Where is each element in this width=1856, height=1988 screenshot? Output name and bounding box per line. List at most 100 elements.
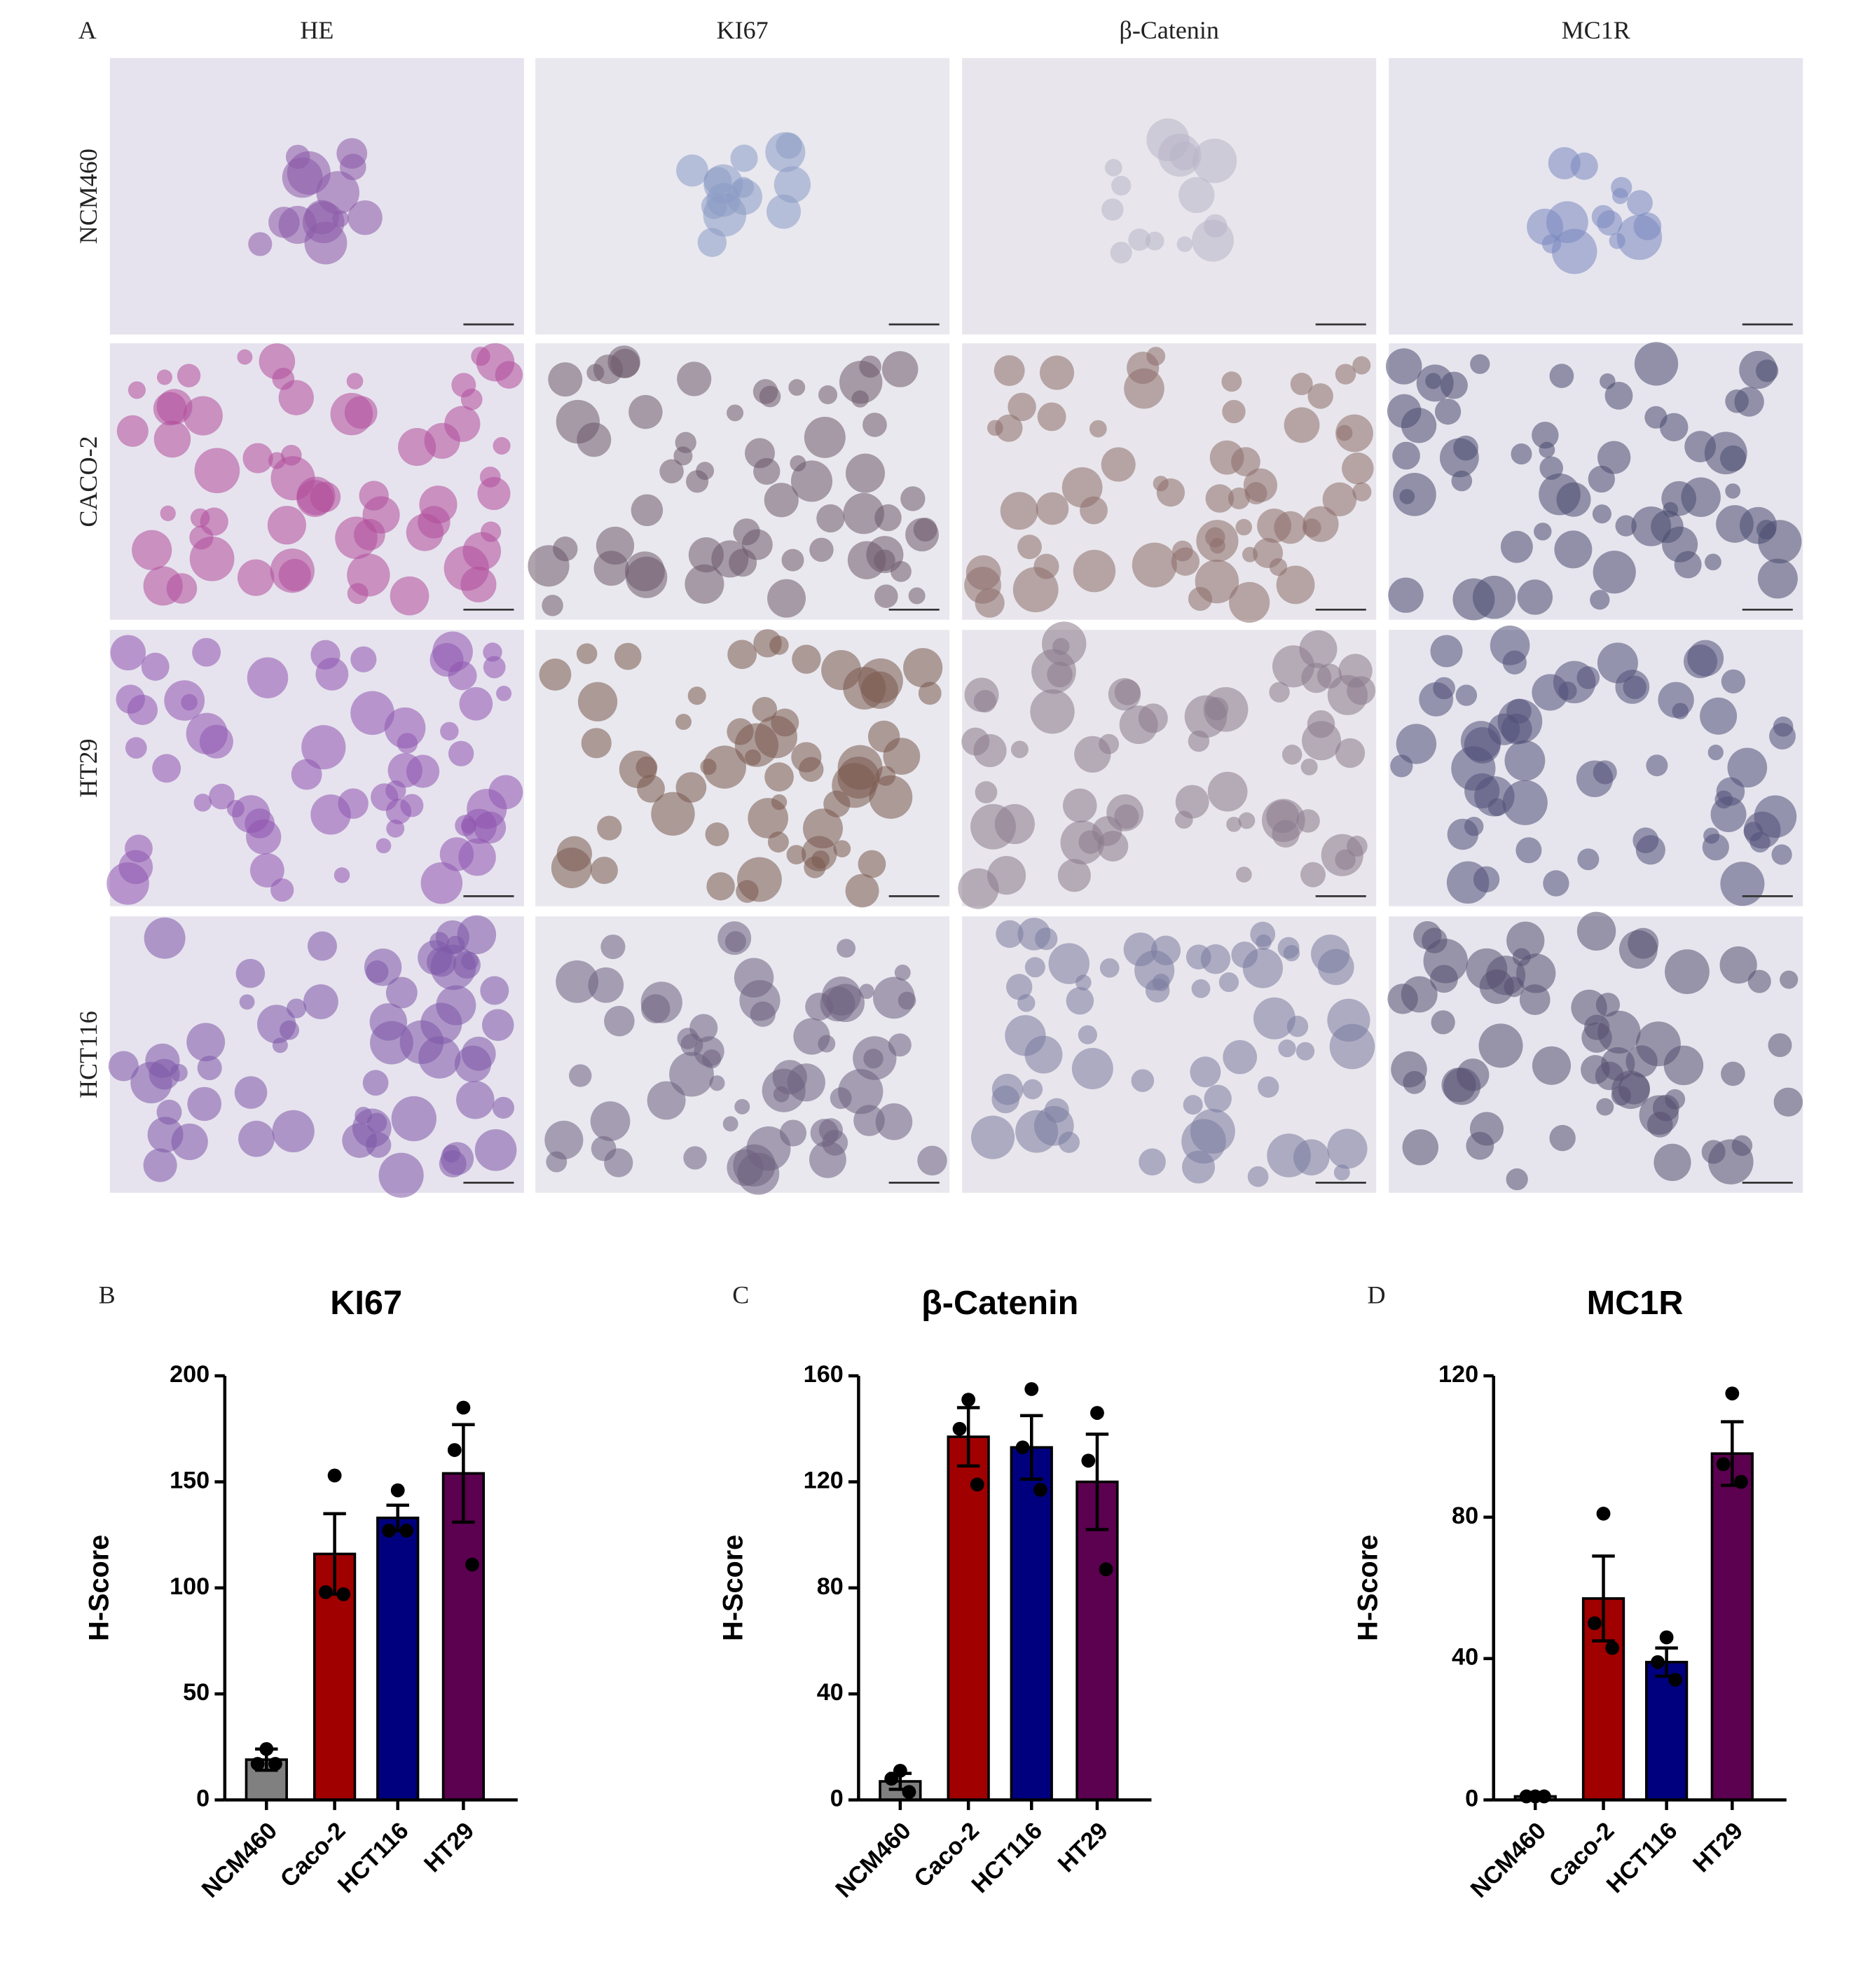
cell [1236,867,1252,883]
cell [1497,698,1543,744]
cell [1583,1014,1610,1040]
cell [722,1116,738,1132]
cell [1204,1084,1232,1113]
cell [1272,645,1314,688]
cell [1250,921,1276,947]
chart-title: β-Catenin [921,1284,1078,1322]
cell [1352,356,1371,375]
data-point [447,1443,462,1457]
cell [1754,795,1797,838]
cell [1101,198,1124,221]
row-label: HT29 [74,738,102,797]
cell [753,457,781,485]
cell [1403,1070,1427,1094]
cell [1592,504,1611,524]
cell [259,343,296,380]
cell [1768,1033,1792,1058]
cell [456,1080,495,1119]
cell [1702,834,1729,861]
cell [1554,530,1593,569]
cell [346,373,364,389]
cell [1430,635,1463,668]
bar [947,1435,990,1802]
cell [177,364,201,387]
cell [802,836,837,871]
cell [1145,231,1164,251]
cell [458,838,496,876]
cell [764,762,794,792]
micrograph [962,916,1377,1193]
cell [750,1001,776,1027]
cell [1543,870,1569,897]
cell [1439,438,1479,478]
cell [1089,420,1107,438]
cell [546,1151,568,1173]
cell [647,1081,686,1120]
cell [569,1064,592,1087]
cell [1104,158,1122,177]
cell [1646,754,1668,777]
cell [350,691,394,736]
cell [1599,373,1616,389]
panel-label: D [1368,1281,1386,1309]
cell [1479,969,1514,1005]
cell [1570,152,1598,180]
data-point [1716,1457,1731,1472]
cell [493,436,511,455]
cell [863,1049,884,1069]
error-bar [1085,1433,1109,1531]
cell [1515,837,1542,864]
cell [975,781,998,803]
chart-title: KI67 [330,1284,402,1322]
micrograph [1387,911,1803,1193]
cell [1611,177,1632,198]
cell [1333,1164,1350,1181]
cell [1022,1079,1043,1100]
cell [1532,421,1559,449]
cell [444,546,489,591]
bar [1010,1446,1053,1802]
data-point [893,1763,907,1778]
cell [730,144,758,172]
cell [1500,530,1533,563]
cell [1532,1046,1572,1085]
cell [1024,957,1045,978]
cell [1286,1016,1309,1037]
cell [635,756,658,778]
cell [604,1005,635,1037]
data-point [1033,1482,1047,1497]
cell [1611,1070,1650,1110]
x-tick-label: HT29 [419,1817,479,1877]
cell [440,722,459,741]
cell [1551,228,1597,275]
cell [1195,559,1239,604]
cell [1402,1129,1438,1166]
cell [577,682,618,722]
cell [247,657,289,698]
cell [1593,760,1617,785]
bar [376,1517,420,1802]
cell [631,494,664,527]
micrograph [535,57,950,335]
y-tick-label: 100 [170,1573,209,1600]
cell [1039,355,1075,390]
cell [869,775,913,819]
data-point [970,1477,984,1492]
cell [1192,138,1237,184]
cell [1205,484,1235,513]
cell [809,537,834,562]
data-point [1090,1406,1104,1420]
cell [1153,476,1169,492]
cell [818,1035,836,1053]
cell [1205,527,1225,548]
cell [1466,1131,1494,1160]
cell [147,1117,184,1153]
cell [1048,943,1089,984]
cell [108,1051,139,1082]
cell [1539,441,1555,458]
cell [734,958,774,998]
cell [1295,1042,1315,1061]
cell [1307,383,1333,409]
cell [687,686,706,705]
cell [1228,487,1250,509]
